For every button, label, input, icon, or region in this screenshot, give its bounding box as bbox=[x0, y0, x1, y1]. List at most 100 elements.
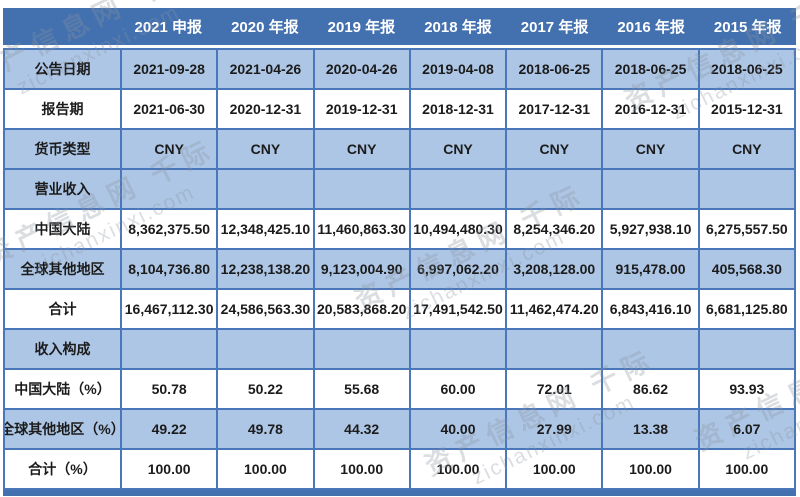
value-cell: CNY bbox=[699, 130, 796, 170]
column-header: 2018 年报 bbox=[424, 19, 492, 36]
table-row: 中国大陆 8,362,375.50 12,348,425.10 11,460,863.… bbox=[5, 210, 796, 250]
value-cell: 17,491,542.50 bbox=[410, 290, 508, 330]
value-cell: 40.00 bbox=[410, 410, 508, 450]
value-cell bbox=[410, 170, 508, 210]
value-cell: 100.00 bbox=[603, 450, 700, 490]
value-cell: 2018-06-25 bbox=[699, 50, 796, 90]
row-label: 营业收入 bbox=[5, 170, 122, 210]
value-cell bbox=[314, 170, 411, 210]
value-cell: 6,843,416.10 bbox=[603, 290, 700, 330]
row-label: 中国大陆 bbox=[5, 210, 122, 250]
value-cell: CNY bbox=[122, 130, 219, 170]
value-cell: 10,494,480.30 bbox=[410, 210, 508, 250]
value-cell bbox=[507, 330, 604, 370]
value-cell bbox=[410, 330, 508, 370]
row-label: 全球其他地区（%） bbox=[5, 410, 122, 450]
value-cell: 11,462,474.20 bbox=[507, 290, 604, 330]
value-cell bbox=[603, 330, 700, 370]
value-cell: 12,348,425.10 bbox=[218, 210, 315, 250]
value-cell bbox=[507, 170, 604, 210]
value-cell: 24,586,563.30 bbox=[218, 290, 315, 330]
table-bottom-border bbox=[3, 490, 796, 496]
value-cell: 93.93 bbox=[699, 370, 796, 410]
value-cell: 2017-12-31 bbox=[507, 90, 604, 130]
value-cell: CNY bbox=[314, 130, 411, 170]
table-row: 全球其他地区（%） 49.22 49.78 44.32 40.00 27.99 13.38 6… bbox=[5, 410, 796, 450]
table-row: 全球其他地区 8,104,736.80 12,238,138.20 9,123,004… bbox=[5, 250, 796, 290]
value-cell: CNY bbox=[603, 130, 700, 170]
value-cell bbox=[314, 330, 411, 370]
value-cell: 55.68 bbox=[314, 370, 411, 410]
value-cell: 6.07 bbox=[699, 410, 796, 450]
value-cell: 100.00 bbox=[122, 450, 219, 490]
value-cell: 6,997,062.20 bbox=[410, 250, 508, 290]
table-row: 合计 16,467,112.30 24,586,563.30 20,583,868.2… bbox=[5, 290, 796, 330]
value-cell: 100.00 bbox=[410, 450, 508, 490]
value-cell: 86.62 bbox=[603, 370, 700, 410]
value-cell: 9,123,004.90 bbox=[314, 250, 411, 290]
value-cell bbox=[699, 170, 796, 210]
value-cell: 2021-04-26 bbox=[218, 50, 315, 90]
row-label: 全球其他地区 bbox=[5, 250, 122, 290]
value-cell: 2020-12-31 bbox=[218, 90, 315, 130]
revenue-table: 2021 申报 2020 年报 2019 年报 2018 年报 2017 年报 2016 … bbox=[3, 8, 796, 496]
value-cell: CNY bbox=[507, 130, 604, 170]
value-cell: 405,568.30 bbox=[699, 250, 796, 290]
section-row: 收入构成 bbox=[5, 330, 796, 370]
value-cell: 16,467,112.30 bbox=[122, 290, 219, 330]
value-cell: 100.00 bbox=[699, 450, 796, 490]
value-cell: 2019-04-08 bbox=[410, 50, 508, 90]
value-cell: 50.22 bbox=[218, 370, 315, 410]
value-cell: CNY bbox=[410, 130, 508, 170]
value-cell: 49.78 bbox=[218, 410, 315, 450]
value-cell: 44.32 bbox=[314, 410, 411, 450]
table-row: 合计（%） 100.00 100.00 100.00 100.00 100.00 100.0… bbox=[5, 450, 796, 490]
value-cell bbox=[122, 330, 219, 370]
value-cell: 100.00 bbox=[218, 450, 315, 490]
value-cell: 2018-06-25 bbox=[603, 50, 700, 90]
table-body: 公告日期 2021-09-28 2021-04-26 2020-04-26 2019-0… bbox=[3, 48, 796, 490]
value-cell: CNY bbox=[218, 130, 315, 170]
section-row: 营业收入 bbox=[5, 170, 796, 210]
value-cell: 8,104,736.80 bbox=[122, 250, 219, 290]
value-cell: 6,275,557.50 bbox=[699, 210, 796, 250]
value-cell bbox=[218, 330, 315, 370]
value-cell: 13.38 bbox=[603, 410, 700, 450]
value-cell: 49.22 bbox=[122, 410, 219, 450]
value-cell: 60.00 bbox=[410, 370, 508, 410]
row-label: 收入构成 bbox=[5, 330, 122, 370]
value-cell: 8,362,375.50 bbox=[122, 210, 219, 250]
row-label: 货币类型 bbox=[5, 130, 122, 170]
table-row: 中国大陆（%） 50.78 50.22 55.68 60.00 72.01 86.62 93.… bbox=[5, 370, 796, 410]
row-label: 公告日期 bbox=[5, 50, 122, 90]
value-cell: 50.78 bbox=[122, 370, 219, 410]
value-cell bbox=[603, 170, 700, 210]
value-cell: 2019-12-31 bbox=[314, 90, 411, 130]
table-header-row: 2021 申报 2020 年报 2019 年报 2018 年报 2017 年报 2016 … bbox=[3, 8, 796, 45]
value-cell: 6,681,125.80 bbox=[699, 290, 796, 330]
value-cell: 8,254,346.20 bbox=[507, 210, 604, 250]
value-cell: 12,238,138.20 bbox=[218, 250, 315, 290]
value-cell: 3,208,128.00 bbox=[507, 250, 604, 290]
row-label: 报告期 bbox=[5, 90, 122, 130]
value-cell bbox=[122, 170, 219, 210]
value-cell: 2018-06-25 bbox=[507, 50, 604, 90]
value-cell: 20,583,868.20 bbox=[314, 290, 411, 330]
value-cell: 100.00 bbox=[507, 450, 604, 490]
table-row: 公告日期 2021-09-28 2021-04-26 2020-04-26 2019-0… bbox=[5, 50, 796, 90]
value-cell: 5,927,938.10 bbox=[603, 210, 700, 250]
value-cell: 2021-09-28 bbox=[122, 50, 219, 90]
value-cell: 2018-12-31 bbox=[410, 90, 508, 130]
column-header: 2017 年报 bbox=[520, 19, 589, 36]
column-header: 2020 年报 bbox=[231, 19, 299, 36]
value-cell: 2016-12-31 bbox=[603, 90, 700, 130]
value-cell bbox=[218, 170, 315, 210]
table-row: 报告期 2021-06-30 2020-12-31 2019-12-31 2018-12… bbox=[5, 90, 796, 130]
value-cell: 2015-12-31 bbox=[699, 90, 796, 130]
column-header: 2021 申报 bbox=[134, 19, 203, 36]
value-cell bbox=[699, 330, 796, 370]
value-cell: 100.00 bbox=[314, 450, 411, 490]
value-cell: 72.01 bbox=[507, 370, 604, 410]
value-cell: 11,460,863.30 bbox=[314, 210, 411, 250]
